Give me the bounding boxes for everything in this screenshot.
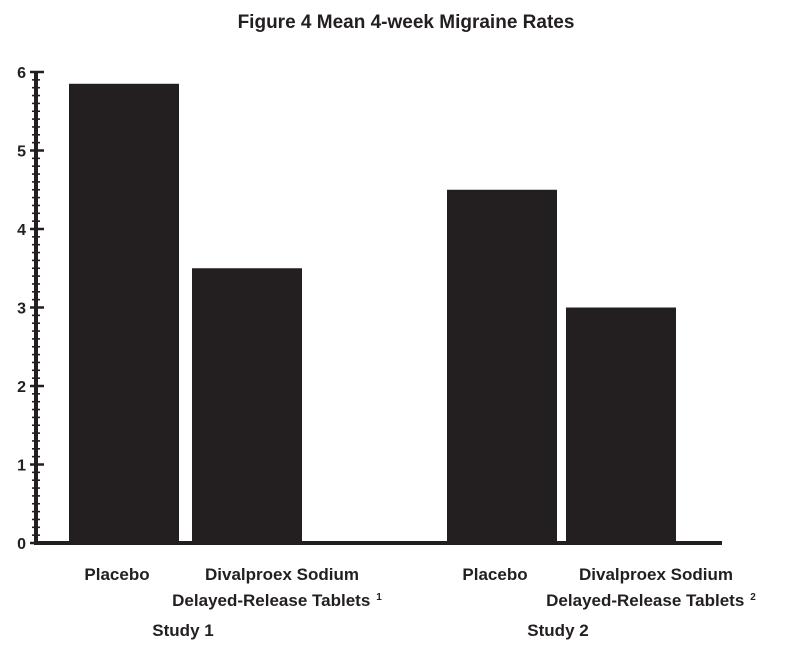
chart-title: Figure 4 Mean 4-week Migraine Rates xyxy=(238,12,575,33)
category-label: Delayed-Release Tablets 1 xyxy=(172,591,382,610)
footnote-marker: 1 xyxy=(376,592,382,603)
bar xyxy=(566,307,676,543)
y-tick-label: 0 xyxy=(17,536,26,553)
y-tick-label: 3 xyxy=(17,301,26,318)
bar xyxy=(447,189,557,543)
y-tick-label: 5 xyxy=(17,144,26,161)
category-label: Delayed-Release Tablets 2 xyxy=(546,591,756,610)
bar xyxy=(192,268,302,543)
y-tick-label: 4 xyxy=(17,222,26,239)
y-tick-label: 2 xyxy=(17,379,26,396)
category-label: Divalproex Sodium xyxy=(579,565,733,584)
footnote-marker: 2 xyxy=(750,592,756,603)
group-label: Study 2 xyxy=(527,621,588,640)
y-tick-label: 6 xyxy=(17,65,26,82)
bars xyxy=(69,83,676,544)
category-label: Placebo xyxy=(84,565,149,584)
category-labels: Placebo Divalproex Sodium Delayed-Release … xyxy=(84,565,756,640)
y-tick-label: 1 xyxy=(17,458,26,475)
group-label: Study 1 xyxy=(152,621,213,640)
bar xyxy=(69,83,179,544)
category-label: Divalproex Sodium xyxy=(205,565,359,584)
category-label: Placebo xyxy=(462,565,527,584)
